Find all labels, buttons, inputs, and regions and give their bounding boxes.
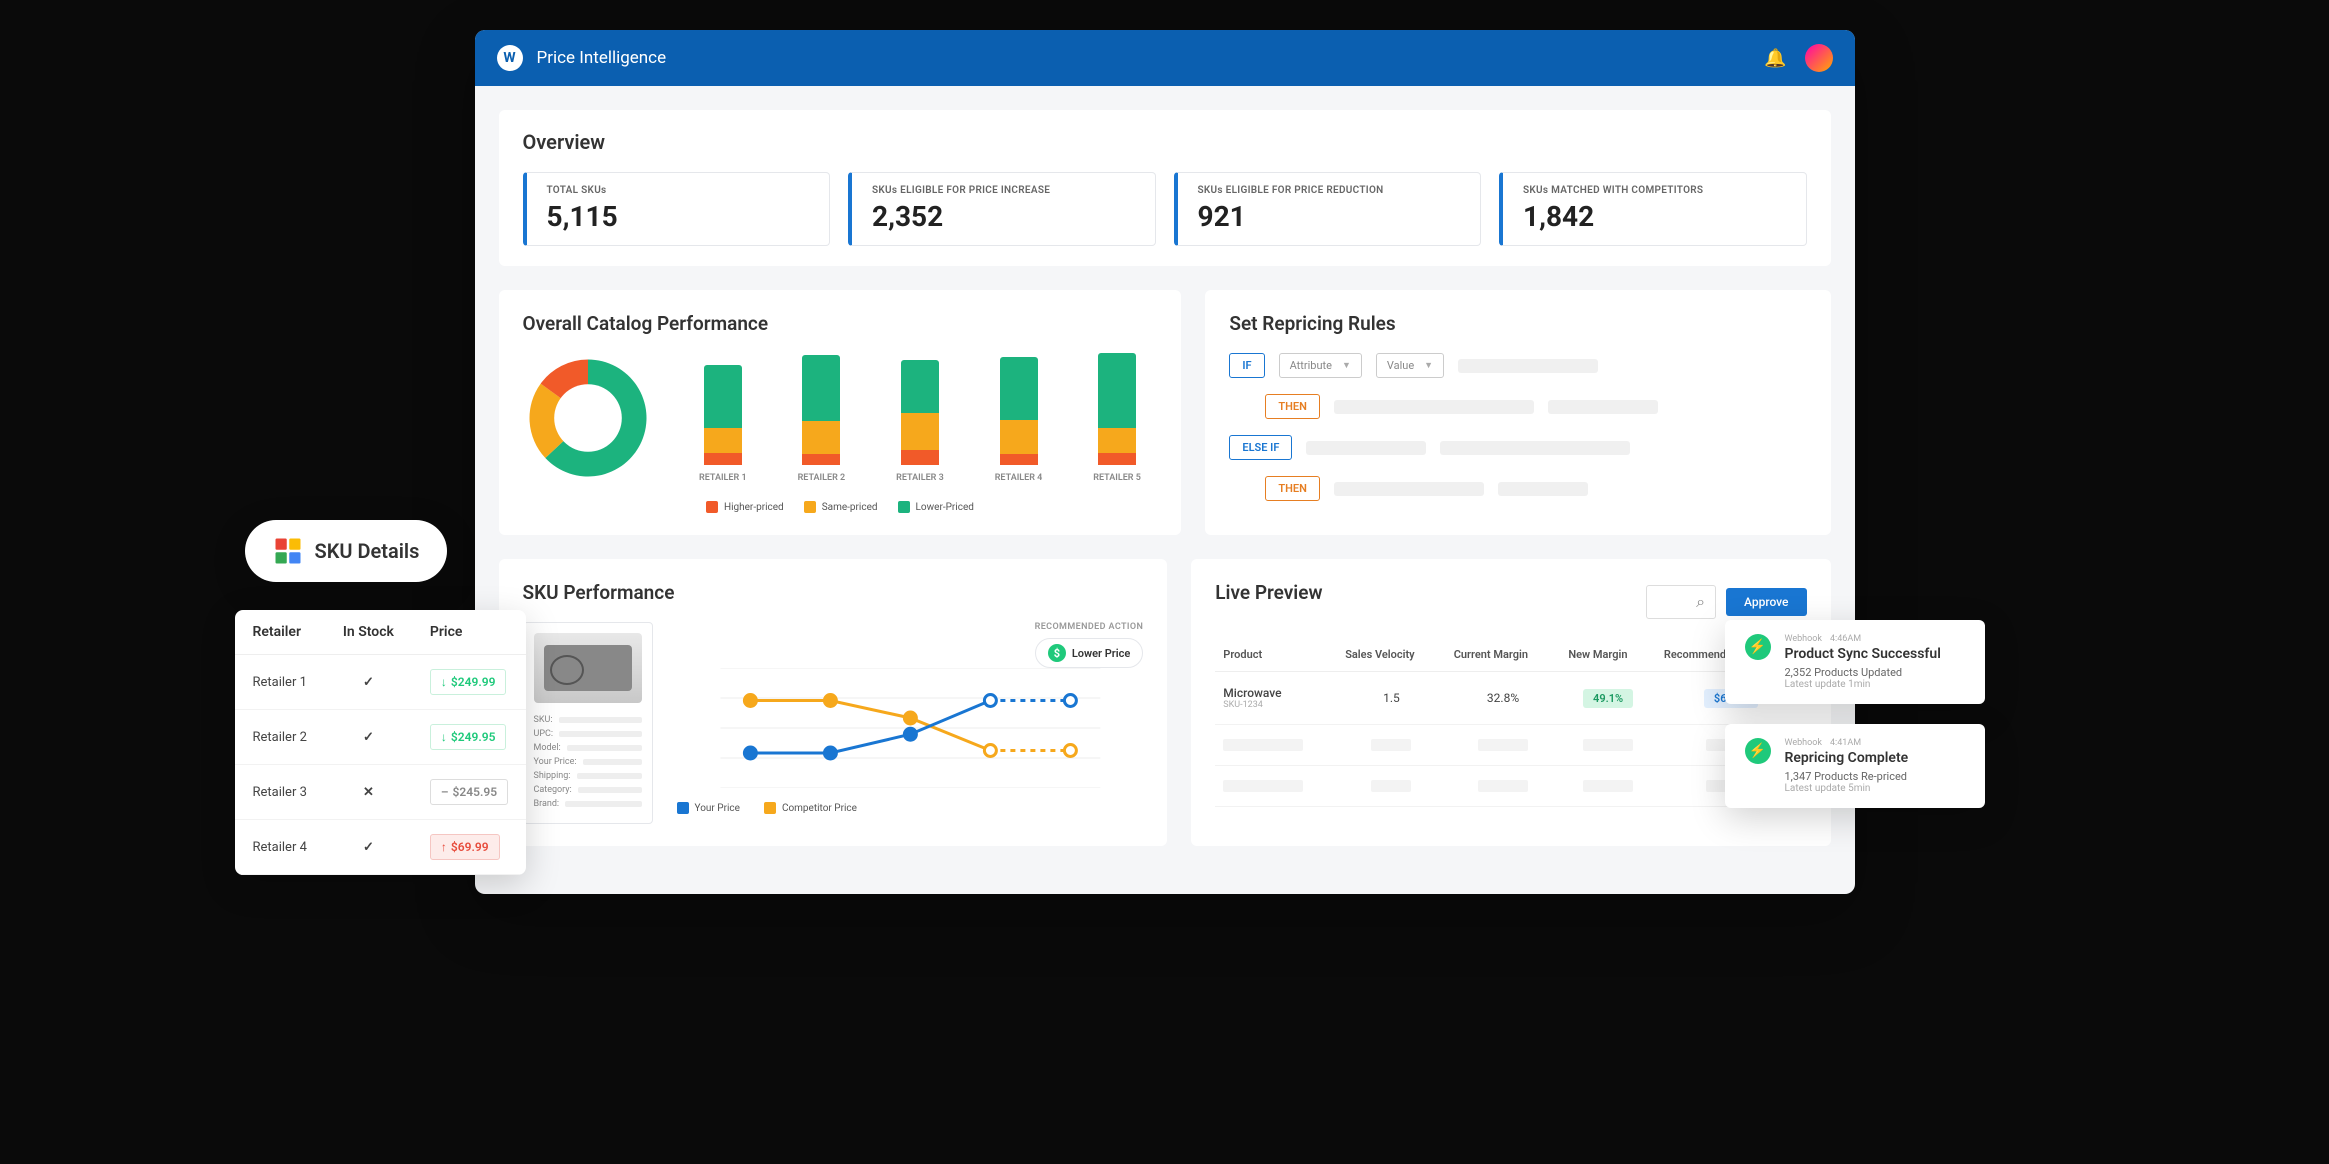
bar-label: RETAILER 1 bbox=[699, 473, 747, 483]
kpi-label: TOTAL SKUs bbox=[547, 185, 814, 196]
kpi-value: 2,352 bbox=[872, 200, 1139, 233]
trend-icon: ↓ bbox=[441, 730, 447, 744]
kpi-value: 921 bbox=[1198, 200, 1465, 233]
table-header: Product bbox=[1215, 638, 1337, 672]
repricing-rules-panel: Set Repricing Rules IF Attribute▼ Value▼… bbox=[1205, 290, 1830, 535]
rule-elseif-tag: ELSE IF bbox=[1229, 435, 1292, 460]
kpi-card: SKUs MATCHED WITH COMPETITORS 1,842 bbox=[1499, 172, 1807, 246]
sku-perf-title: SKU Performance bbox=[523, 581, 1144, 604]
catalog-performance-panel: Overall Catalog Performance RETAILER 1 bbox=[499, 290, 1182, 535]
legend-item: Same-priced bbox=[804, 501, 878, 513]
price-badge: – $245.95 bbox=[430, 779, 508, 805]
rule-if-tag: IF bbox=[1229, 353, 1264, 378]
bar-column: RETAILER 1 bbox=[683, 365, 764, 483]
notifications-icon[interactable]: 🔔 bbox=[1764, 48, 1786, 69]
catalog-bars: RETAILER 1 RETAILER 2 RETAILER 3 bbox=[683, 353, 1158, 483]
price-badge: ↓ $249.99 bbox=[430, 669, 507, 695]
x-icon: ✕ bbox=[325, 765, 412, 820]
table-row: Retailer 4 ✓ ↑ $69.99 bbox=[235, 820, 527, 875]
preview-search[interactable]: ⌕ bbox=[1646, 585, 1716, 619]
table-row bbox=[1215, 766, 1806, 807]
toast-notification: ⚡ Webhook4:46AM Product Sync Successful … bbox=[1725, 620, 1985, 704]
avatar[interactable] bbox=[1805, 44, 1833, 72]
sku-details-badge: SKU Details bbox=[245, 520, 448, 582]
rec-action-label: RECOMMENDED ACTION bbox=[677, 622, 1144, 632]
trend-icon: ↑ bbox=[441, 840, 447, 854]
table-row: Retailer 2 ✓ ↓ $249.95 bbox=[235, 710, 527, 765]
kpi-card: SKUs ELIGIBLE FOR PRICE INCREASE 2,352 bbox=[848, 172, 1156, 246]
kpi-card: TOTAL SKUs 5,115 bbox=[523, 172, 831, 246]
app-header: W Price Intelligence 🔔 bbox=[475, 30, 1855, 86]
table-header: Current Margin bbox=[1446, 638, 1561, 672]
kpi-value: 1,842 bbox=[1523, 200, 1790, 233]
bar-column: RETAILER 3 bbox=[880, 360, 961, 483]
rule-then-tag: THEN bbox=[1265, 476, 1320, 501]
legend-item: Your Price bbox=[677, 802, 740, 814]
preview-title: Live Preview bbox=[1215, 581, 1322, 604]
lower-price-pill[interactable]: $ Lower Price bbox=[1035, 638, 1143, 668]
bar-label: RETAILER 2 bbox=[798, 473, 846, 483]
retailer-table: RetailerIn StockPrice Retailer 1 ✓ ↓ $24… bbox=[235, 610, 527, 875]
kpi-label: SKUs ELIGIBLE FOR PRICE REDUCTION bbox=[1198, 185, 1465, 196]
table-row: Retailer 3 ✕ – $245.95 bbox=[235, 765, 527, 820]
success-icon: ⚡ bbox=[1745, 634, 1771, 660]
trend-icon: ↓ bbox=[441, 675, 447, 689]
legend-item: Higher-priced bbox=[706, 501, 784, 513]
kpi-card: SKUs ELIGIBLE FOR PRICE REDUCTION 921 bbox=[1174, 172, 1482, 246]
kpi-label: SKUs ELIGIBLE FOR PRICE INCREASE bbox=[872, 185, 1139, 196]
product-card: SKU:UPC:Model:Your Price:Shipping:Catego… bbox=[523, 622, 653, 824]
overview-panel: Overview TOTAL SKUs 5,115 SKUs ELIGIBLE … bbox=[499, 110, 1831, 266]
repricing-title: Set Repricing Rules bbox=[1229, 312, 1806, 335]
kpi-label: SKUs MATCHED WITH COMPETITORS bbox=[1523, 185, 1790, 196]
rule-then-tag: THEN bbox=[1265, 394, 1320, 419]
trend-icon: – bbox=[441, 785, 449, 799]
puzzle-icon bbox=[273, 536, 303, 566]
sku-performance-panel: SKU Performance SKU:UPC:Model:Your Price… bbox=[499, 559, 1168, 846]
app-window: W Price Intelligence 🔔 Overview TOTAL SK… bbox=[475, 30, 1855, 894]
sku-line-chart bbox=[677, 666, 1144, 786]
catalog-donut bbox=[523, 353, 653, 483]
catalog-title: Overall Catalog Performance bbox=[523, 312, 1158, 335]
legend-item: Lower-Priced bbox=[898, 501, 974, 513]
legend-item: Competitor Price bbox=[764, 802, 857, 814]
table-row bbox=[1215, 725, 1806, 766]
attribute-select[interactable]: Attribute▼ bbox=[1279, 353, 1362, 378]
bar-column: RETAILER 5 bbox=[1077, 353, 1158, 483]
check-icon: ✓ bbox=[325, 820, 412, 875]
price-badge: ↑ $69.99 bbox=[430, 834, 500, 860]
bar-column: RETAILER 4 bbox=[978, 357, 1059, 483]
chevron-down-icon: ▼ bbox=[1424, 360, 1433, 371]
table-header: New Margin bbox=[1560, 638, 1656, 672]
check-icon: ✓ bbox=[325, 710, 412, 765]
toast-notification: ⚡ Webhook4:41AM Repricing Complete 1,347… bbox=[1725, 724, 1985, 808]
dollar-icon: $ bbox=[1048, 644, 1066, 662]
preview-table: ProductSales VelocityCurrent MarginNew M… bbox=[1215, 638, 1806, 807]
bar-label: RETAILER 5 bbox=[1093, 473, 1141, 483]
table-header: Sales Velocity bbox=[1337, 638, 1446, 672]
bar-label: RETAILER 3 bbox=[896, 473, 944, 483]
overview-title: Overview bbox=[523, 130, 1807, 154]
table-row: Retailer 1 ✓ ↓ $249.99 bbox=[235, 655, 527, 710]
app-logo: W bbox=[497, 45, 523, 71]
search-icon: ⌕ bbox=[1696, 592, 1705, 612]
value-select[interactable]: Value▼ bbox=[1376, 353, 1444, 378]
chevron-down-icon: ▼ bbox=[1342, 360, 1351, 371]
app-title: Price Intelligence bbox=[537, 48, 1765, 68]
success-icon: ⚡ bbox=[1745, 738, 1771, 764]
approve-button[interactable]: Approve bbox=[1726, 588, 1806, 616]
table-row: MicrowaveSKU-1234 1.5 32.8% 49.1% $63.99 bbox=[1215, 672, 1806, 725]
product-image bbox=[534, 633, 642, 703]
price-badge: ↓ $249.95 bbox=[430, 724, 507, 750]
kpi-value: 5,115 bbox=[547, 200, 814, 233]
bar-label: RETAILER 4 bbox=[995, 473, 1043, 483]
check-icon: ✓ bbox=[325, 655, 412, 710]
bar-column: RETAILER 2 bbox=[781, 355, 862, 483]
